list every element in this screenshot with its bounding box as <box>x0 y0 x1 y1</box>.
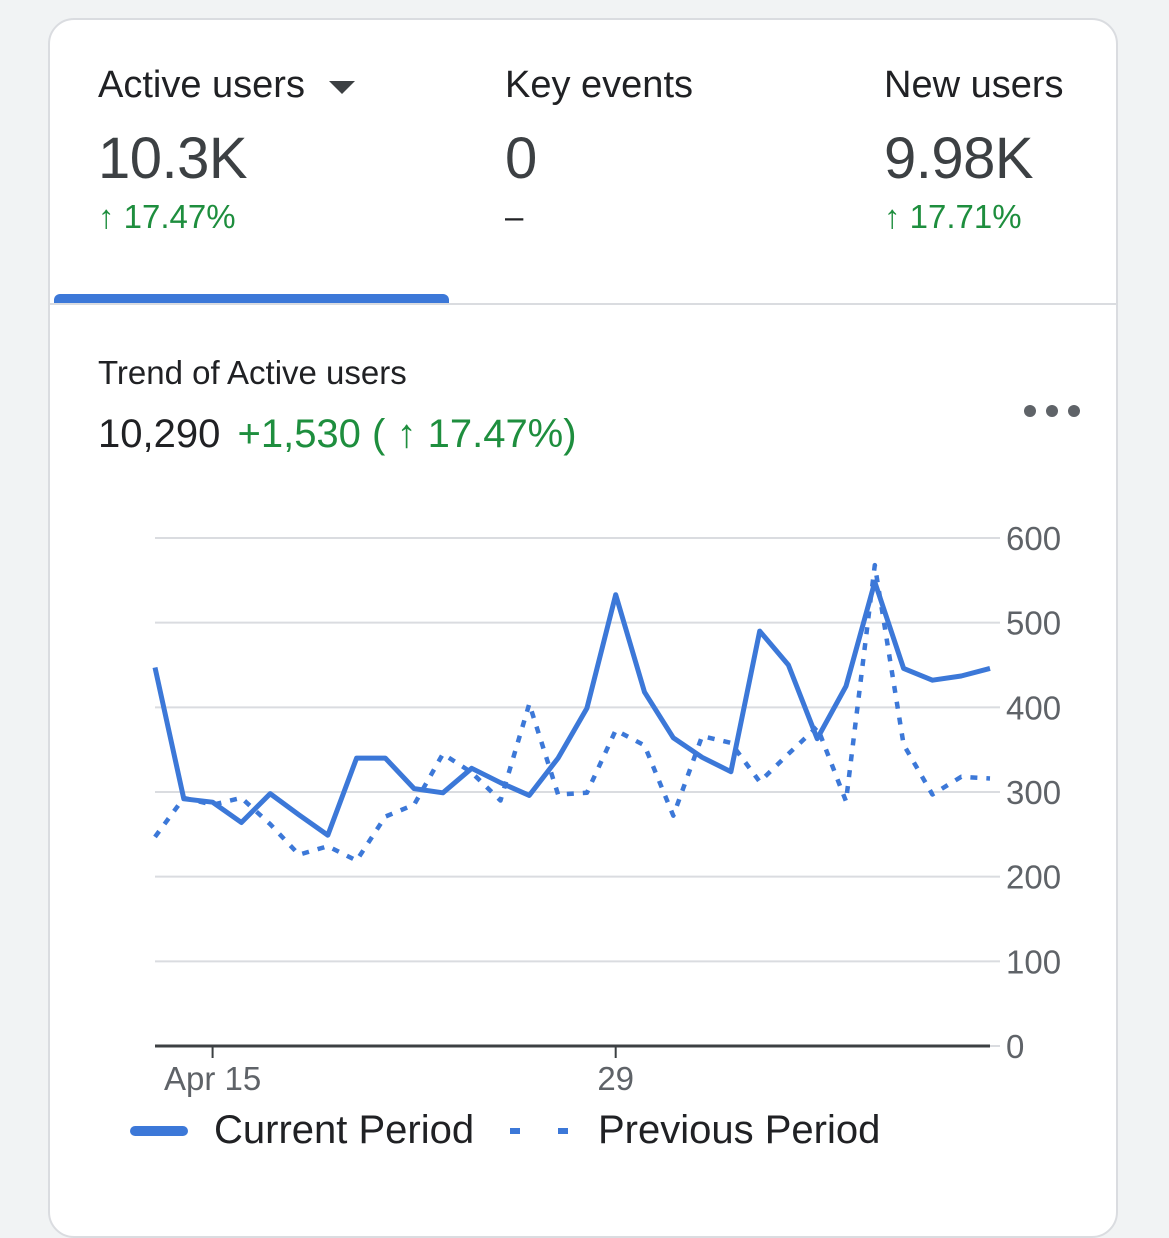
metrics-card: Active users 10.3K ↑ 17.47% Key events 0… <box>48 18 1118 1238</box>
tabs-divider <box>50 303 1116 305</box>
tab-value: 9.98K <box>884 125 1064 192</box>
more-dot <box>1068 405 1080 417</box>
trend-summary: 10,290 +1,530 ( ↑ 17.47%) <box>98 412 577 457</box>
tab-value: 0 <box>505 125 693 192</box>
tab-key-events[interactable]: Key events 0 – <box>505 64 693 236</box>
trend-total: 10,290 <box>98 412 220 456</box>
more-dot <box>1046 405 1058 417</box>
legend-previous-period[interactable]: Previous Period <box>510 1108 880 1153</box>
tab-value: 10.3K <box>98 125 355 192</box>
legend-solid-line-icon <box>130 1126 188 1136</box>
tab-change: ↑ 17.47% <box>98 198 355 236</box>
trend-title: Trend of Active users <box>98 354 407 392</box>
trend-delta: +1,530 ( ↑ 17.47%) <box>237 412 576 456</box>
tab-active-users-label-row: Active users <box>98 64 355 107</box>
more-horiz-icon[interactable] <box>1024 400 1080 422</box>
tab-new-users[interactable]: New users 9.98K ↑ 17.71% <box>884 64 1064 236</box>
legend-current-period[interactable]: Current Period <box>130 1108 474 1153</box>
legend-dotted-line-icon <box>510 1128 568 1134</box>
tab-label: Key events <box>505 64 693 107</box>
legend-label: Previous Period <box>598 1108 880 1153</box>
tab-active-users[interactable]: Active users 10.3K ↑ 17.47% <box>98 64 355 236</box>
legend-label: Current Period <box>214 1108 474 1153</box>
tab-change: ↑ 17.71% <box>884 198 1064 236</box>
more-dot <box>1024 405 1036 417</box>
tab-label: New users <box>884 64 1064 107</box>
tab-change: – <box>505 198 693 236</box>
arrow-drop-down-icon[interactable] <box>329 81 355 94</box>
tab-label: Active users <box>98 64 305 107</box>
